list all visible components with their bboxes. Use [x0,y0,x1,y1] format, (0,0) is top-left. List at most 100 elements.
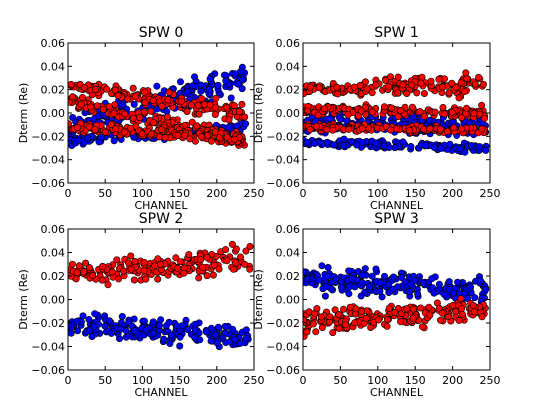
point-s0-b0 [234,80,242,88]
point-s1-b2 [231,135,239,143]
point-s0-b0 [130,327,138,335]
point-s1-b0 [68,260,76,268]
point-s1-b0 [479,80,487,88]
point-s0-b1 [83,134,91,142]
plot-area [68,240,254,351]
point-s1-b2 [450,124,458,132]
point-s1-b0 [130,276,138,284]
point-s1-b0 [333,83,341,91]
point-s0-b0 [221,322,229,330]
point-s1-b0 [212,94,220,102]
point-s1-b0 [195,110,203,118]
point-s0-b1 [476,143,484,151]
point-s1-b2 [158,126,166,134]
point-s1-b0 [438,309,446,317]
point-s0-b0 [197,87,205,95]
point-s0-b0 [118,312,126,320]
point-s1-b0 [80,84,88,92]
y-tick-label: −0.06 [266,364,300,377]
point-s0-b0 [430,289,438,297]
point-s0-b0 [351,283,359,291]
point-s1-b0 [455,94,463,102]
point-s0-b0 [231,70,239,78]
point-s1-b0 [68,81,75,88]
point-s0-b1 [323,138,331,146]
point-s0-b1 [372,139,380,147]
point-s1-b1 [416,108,424,116]
y-tick-label: 0.06 [41,223,66,236]
point-s1-b0 [154,255,162,263]
y-tick-label: −0.02 [31,317,65,330]
x-axis-label: CHANNEL [370,199,424,212]
point-s1-b1 [448,108,456,116]
point-s0-b0 [184,87,192,95]
x-tick-label: 150 [405,187,426,200]
y-tick-label: −0.04 [31,341,65,354]
point-s1-b1 [354,112,362,120]
x-tick-label: 0 [300,374,307,387]
point-s1-b0 [409,305,417,313]
point-s1-b0 [386,73,394,81]
point-s1-b0 [335,324,343,332]
point-s1-b0 [475,73,483,81]
point-s1-b1 [431,108,439,116]
x-tick-label: 50 [98,187,112,200]
point-s1-b2 [345,125,353,133]
y-tick-label: 0.00 [41,107,66,120]
point-s1-b0 [363,85,371,93]
point-s1-b0 [342,321,350,329]
point-s1-b0 [445,89,453,97]
x-tick-label: 0 [65,374,72,387]
point-s0-b0 [454,278,462,286]
point-s1-b0 [151,262,159,270]
point-s1-b0 [232,245,240,253]
point-s1-b0 [397,318,405,326]
point-s0-b0 [365,283,373,291]
point-s1-b0 [104,281,112,289]
point-s1-b0 [108,268,116,276]
point-s1-b1 [320,105,328,113]
point-s1-b0 [409,314,417,322]
point-s0-b0 [184,325,192,333]
point-s0-b1 [437,144,445,152]
point-s1-b1 [164,113,172,121]
y-axis-label: Dterm (Re) [252,269,265,330]
point-s1-b2 [91,126,99,134]
point-s1-b0 [177,97,185,105]
point-s1-b0 [203,272,211,280]
point-s1-b1 [68,98,73,106]
x-tick-label: 100 [132,187,153,200]
point-s1-b0 [115,275,123,283]
y-tick-label: 0.02 [276,84,301,97]
point-s1-b0 [127,265,135,273]
point-s0-b0 [372,265,380,273]
point-s1-b2 [148,130,156,138]
point-s0-b0 [357,292,365,300]
x-tick-label: 0 [65,187,72,200]
y-tick-label: −0.06 [31,177,65,190]
point-s1-b0 [399,81,407,89]
point-s1-b1 [439,104,447,112]
point-s1-b0 [435,304,443,312]
point-s0-b0 [405,287,413,295]
point-s1-b0 [154,275,162,283]
point-s1-b0 [425,303,433,311]
point-s1-b2 [392,125,400,133]
point-s1-b0 [232,259,240,267]
point-s1-b0 [157,260,165,268]
point-s1-b0 [80,268,88,276]
point-s1-b0 [315,84,323,92]
point-s1-b0 [141,88,149,96]
point-s1-b1 [193,122,201,130]
point-s0-b0 [207,337,215,345]
point-s0-b0 [397,273,405,281]
point-s0-b0 [122,327,130,335]
point-s0-b0 [191,320,199,328]
point-s0-b0 [324,272,332,280]
panel-title: SPW 0 [139,25,184,41]
point-s1-b1 [397,107,405,115]
point-s0-b1 [311,140,319,148]
point-s1-b2 [174,132,182,140]
point-s1-b0 [142,275,150,283]
y-tick-label: −0.02 [31,130,65,143]
